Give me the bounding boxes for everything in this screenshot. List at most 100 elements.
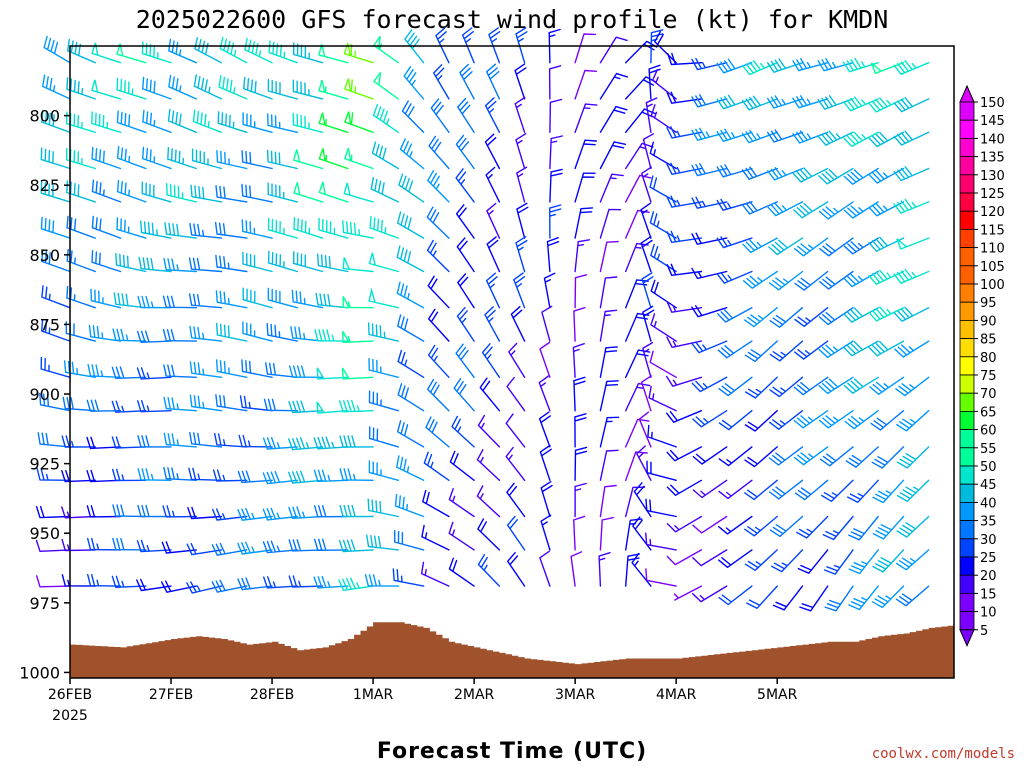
wind-barb <box>41 249 71 273</box>
wind-barb <box>599 276 618 309</box>
wind-barb <box>368 287 399 309</box>
wind-barb <box>242 287 273 309</box>
wind-barb <box>116 179 147 203</box>
colorbar-box <box>959 210 975 230</box>
wind-barb <box>397 314 425 342</box>
wind-barb <box>112 537 147 551</box>
colorbar-label: 95 <box>980 296 997 311</box>
colorbar-label: 125 <box>980 187 1005 202</box>
wind-barb <box>293 182 324 203</box>
wind-barb <box>318 181 349 203</box>
colorbar-box <box>959 192 975 212</box>
wind-barb <box>288 470 324 484</box>
wind-barb <box>641 166 652 203</box>
wind-barb <box>646 460 677 481</box>
wind-barb <box>485 166 501 203</box>
wind-barb <box>426 239 450 273</box>
wind-barb <box>842 57 879 73</box>
wind-barb <box>293 149 324 170</box>
colorbar-box <box>959 501 975 521</box>
terrain-surface <box>70 622 954 678</box>
wind-barb <box>36 468 71 481</box>
wind-barb <box>821 479 854 502</box>
wind-barb <box>647 424 677 448</box>
wind-barb <box>368 426 399 448</box>
wind-barb <box>142 146 172 170</box>
wind-barb <box>599 72 629 100</box>
wind-barb <box>344 147 374 170</box>
wind-barb <box>43 35 71 64</box>
wind-barb <box>513 272 526 309</box>
wind-barb <box>66 215 96 239</box>
wind-barb <box>843 237 879 255</box>
wind-barb <box>636 445 652 481</box>
wind-barb <box>344 78 374 100</box>
wind-barb <box>136 330 172 343</box>
wind-barb <box>237 541 273 555</box>
wind-barb <box>716 198 753 211</box>
wind-barb <box>538 411 551 448</box>
wind-barb <box>769 376 804 398</box>
wind-barb <box>540 514 552 551</box>
colorbar-top-arrow <box>959 84 975 103</box>
wind-barb <box>318 79 349 100</box>
wind-barb <box>793 237 829 257</box>
wind-barb <box>136 539 172 553</box>
wind-barb <box>744 410 778 432</box>
wind-barb <box>241 150 273 170</box>
wind-barb <box>666 263 703 276</box>
wind-barb <box>455 343 475 378</box>
wind-barb <box>140 220 172 239</box>
wind-barb <box>449 450 475 481</box>
wind-barb <box>767 95 804 109</box>
colorbar-legend: 5 10 15 20 25 30 35 40 45 50 55 60 65 70 75 80 85 90 95 100… <box>959 84 1005 648</box>
wind-barb <box>40 181 71 203</box>
wind-barb <box>141 181 172 203</box>
wind-barb <box>599 346 618 378</box>
wind-barb <box>625 279 649 309</box>
wind-barb <box>91 179 122 203</box>
wind-barb <box>868 340 905 357</box>
wind-barb <box>819 446 854 467</box>
wind-barb <box>691 57 728 71</box>
colorbar-label: 65 <box>980 405 997 420</box>
colorbar-label: 70 <box>980 387 997 402</box>
wind-barb <box>631 552 652 587</box>
wind-barb <box>642 133 655 170</box>
colorbar-box <box>959 101 975 121</box>
wind-barb <box>894 340 930 358</box>
wind-barb <box>716 94 753 110</box>
wind-barb <box>456 306 475 342</box>
wind-barb <box>598 552 611 587</box>
wind-barb <box>451 415 475 448</box>
wind-barb <box>338 577 374 591</box>
wind-barb <box>666 549 703 566</box>
wind-barb <box>718 479 753 500</box>
colorbar-box <box>959 301 975 321</box>
wind-barb <box>868 167 905 184</box>
wind-barb <box>692 585 728 603</box>
wind-barb <box>237 577 273 591</box>
wind-barb <box>422 489 450 518</box>
wind-barb <box>792 95 829 109</box>
wind-barb <box>141 41 172 64</box>
wind-barb <box>427 344 450 378</box>
wind-barb <box>767 129 804 143</box>
wind-barb <box>793 410 829 429</box>
wind-barb <box>574 33 597 64</box>
wind-barb <box>455 204 475 239</box>
wind-barb <box>744 515 778 537</box>
wind-barb <box>457 273 475 309</box>
wind-barb <box>293 251 324 273</box>
wind-barb <box>769 410 804 430</box>
wind-barb <box>161 541 197 554</box>
wind-barb <box>625 40 658 64</box>
wind-barb <box>745 376 778 399</box>
wind-barb <box>743 270 778 289</box>
wind-barb <box>476 449 501 481</box>
wind-barb <box>515 133 527 170</box>
wind-barb <box>40 147 71 170</box>
wind-barb <box>116 43 147 64</box>
wind-barb <box>111 575 147 588</box>
wind-barb <box>842 96 879 112</box>
